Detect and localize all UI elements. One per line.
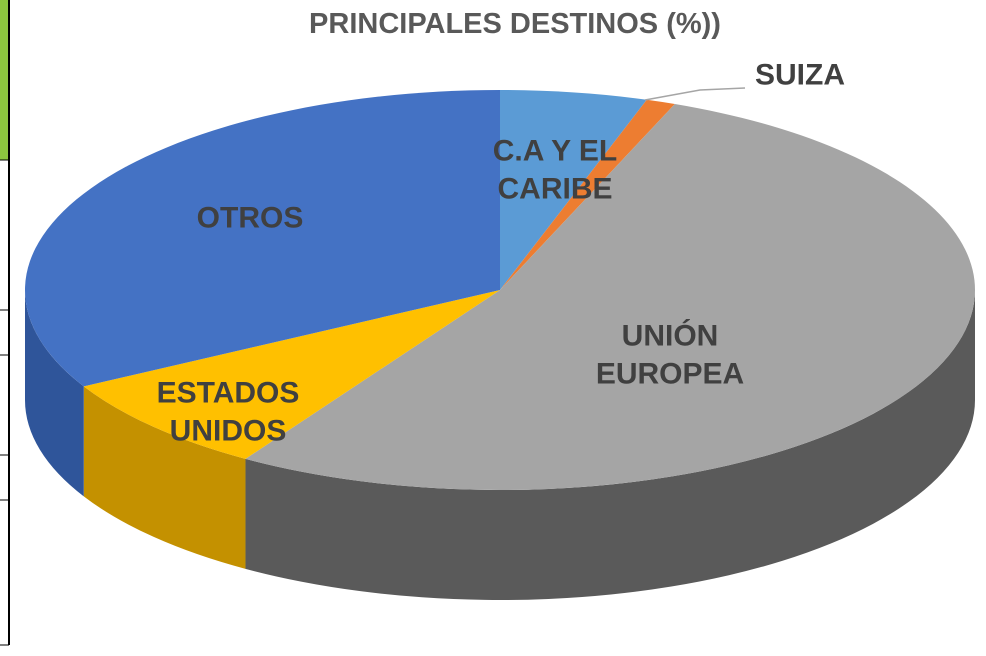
slice [245, 104, 976, 491]
leader-line [644, 87, 746, 101]
slice [25, 90, 500, 387]
slice-label: C.A Y EL CARIBE [492, 134, 618, 206]
slice [500, 90, 647, 290]
slice [83, 290, 500, 459]
slice-label: SUIZA [755, 58, 845, 92]
slice-side [83, 386, 246, 569]
slice-side [245, 290, 975, 600]
slice-label: ESTADOS UNIDOS [156, 376, 300, 448]
slice-label: OTROS [196, 201, 304, 235]
slice [500, 99, 675, 290]
slice-label: UNIÓN EUROPEA [595, 319, 745, 391]
chart-title: PRINCIPALES DESTINOS (%)) [309, 8, 721, 40]
slice-side [25, 290, 84, 497]
table-cell [0, 0, 10, 160]
